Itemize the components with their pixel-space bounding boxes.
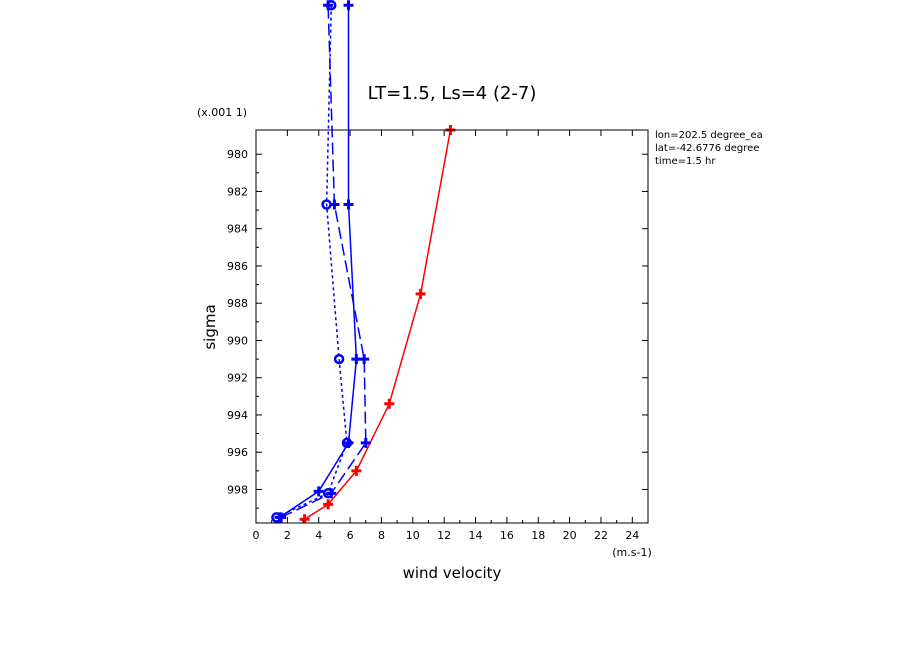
x-tick-label: 18 [531,529,545,542]
series-layer [271,0,456,523]
y-tick-label: 994 [227,409,248,422]
series-0-point [384,398,395,409]
x-axis-label: wind velocity [403,564,502,582]
series-0-point [323,499,334,510]
y-tick-label: 998 [227,483,248,496]
x-tick-label: 6 [347,529,354,542]
info-lat: lat=-42.6776 degree [655,143,759,154]
series-1-point [313,486,324,497]
series-3-point [326,0,337,11]
info-time: time=1.5 hr [655,156,716,167]
series-2-point [360,437,371,448]
y-tick-label: 992 [227,372,248,385]
series-3-point [271,512,282,523]
series-0-line [304,129,452,520]
x-tick-label: 0 [253,529,260,542]
series-0-point [351,465,362,476]
x-tick-label: 8 [378,529,385,542]
info-block: lon=202.5 degree_ea lat=-42.6776 degree … [655,130,763,167]
y-axis: 980 982 984 986 988 990 992 994 996 998 [227,148,648,509]
x-tick-label: 10 [406,529,420,542]
series-3-point [341,437,353,449]
plot-frame [255,129,649,524]
x-tick-label: 14 [469,529,483,542]
x-tick-label: 24 [625,529,639,542]
y-tick-label: 988 [227,297,248,310]
series-3-line [276,5,348,519]
x-tick-label: 20 [563,529,577,542]
x-tick-label: 4 [315,529,322,542]
series-3-point [322,487,334,499]
y-axis-label: sigma [201,304,219,349]
y-tick-label: 982 [227,185,248,198]
y-tick-label: 986 [227,260,248,273]
chart-title: LT=1.5, Ls=4 (2-7) [368,83,537,104]
x-tick-label: 2 [284,529,291,542]
x-tick-label: 12 [437,529,451,542]
y-scale-label: (x.001 1) [197,106,247,119]
series-1-point [343,199,354,210]
x-tick-label: 22 [594,529,608,542]
series-2-point [359,354,370,365]
x-axis: 0 2 4 6 8 10 12 14 16 18 20 22 24 [253,130,649,542]
x-tick-label: 16 [500,529,514,542]
series-0-point [415,288,426,299]
series-3-point [333,353,345,365]
x-unit-label: (m.s-1) [612,546,652,559]
info-lon: lon=202.5 degree_ea [655,130,763,141]
y-tick-label: 980 [227,148,248,161]
y-tick-label: 984 [227,223,248,236]
series-3-point [321,199,332,210]
series-1-line [279,5,358,519]
y-tick-label: 990 [227,334,248,347]
y-tick-label: 996 [227,446,248,459]
series-2-line [280,5,367,519]
series-1-point [343,0,354,11]
